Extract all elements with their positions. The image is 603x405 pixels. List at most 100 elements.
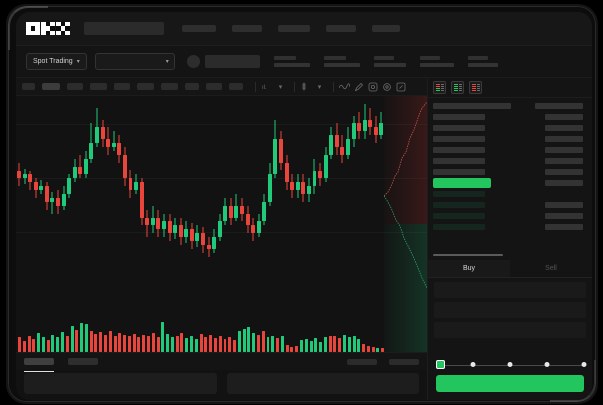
tab-buy[interactable]: Buy [428, 260, 510, 277]
fullscreen-icon[interactable] [395, 81, 406, 92]
candle-body [357, 123, 362, 132]
orderbook-row-ask[interactable] [433, 155, 587, 166]
stat-volume-value [467, 63, 498, 67]
volume-bar [166, 333, 170, 352]
order-entry-fields [428, 278, 592, 346]
orderbook-row-bid[interactable] [433, 188, 587, 199]
candle [290, 96, 295, 292]
current-pair-label [204, 55, 260, 68]
candle [67, 96, 72, 292]
wave-line-icon[interactable] [339, 81, 350, 92]
candle-body [128, 178, 133, 191]
order-amount-field[interactable] [434, 302, 586, 318]
chevron-down-icon[interactable]: ▾ [317, 83, 322, 91]
candlestick-series [16, 96, 427, 292]
candle-body [173, 225, 178, 234]
tf-1mo[interactable] [185, 83, 199, 90]
orderbook-view-both-icon[interactable] [433, 81, 446, 94]
orderbook-row-ask[interactable] [433, 122, 587, 133]
tf-more[interactable] [206, 83, 222, 90]
nav-item-3[interactable] [278, 25, 310, 32]
orderbook-amount [545, 124, 583, 131]
price-chart[interactable] [16, 96, 427, 352]
nav-item-4[interactable] [326, 25, 356, 32]
orderbook-view-asks-icon[interactable] [469, 81, 482, 94]
orderbook-amount [545, 212, 583, 219]
candle-body [301, 182, 306, 194]
orderbook-view-bids-icon[interactable] [451, 81, 464, 94]
trading-mode-selector[interactable]: Spot Trading ▾ [26, 53, 87, 70]
global-search-input[interactable] [84, 22, 164, 35]
slider-stop-25[interactable] [470, 362, 476, 367]
candle-body [44, 186, 49, 202]
volume-bar [56, 337, 60, 352]
candle [28, 96, 33, 292]
tf-15m[interactable] [67, 83, 83, 90]
candle-body [161, 221, 166, 230]
settings-gear-icon[interactable] [381, 81, 392, 92]
orderbook-row-ask[interactable] [433, 133, 587, 144]
volume-bar [276, 338, 280, 352]
tf-1m[interactable] [22, 83, 35, 90]
candle-body [228, 205, 233, 218]
depth-chart-overlay [384, 96, 427, 352]
orderbook-and-order-form: Buy Sell [427, 78, 592, 400]
slider-stop-50[interactable] [507, 362, 513, 367]
tf-1h[interactable] [90, 83, 107, 90]
chevron-down-icon[interactable]: ▾ [278, 83, 283, 91]
pencil-icon[interactable] [353, 81, 364, 92]
chart-type-icon[interactable] [300, 81, 311, 92]
pair-selector-dropdown[interactable]: ▾ [94, 53, 175, 70]
candle-body [334, 135, 339, 147]
candle-body [56, 197, 60, 206]
buy-sell-tabs: Buy Sell [428, 260, 592, 278]
orderbook-row-ask[interactable] [433, 144, 587, 155]
slider-handle[interactable] [436, 360, 445, 369]
tf-1w[interactable] [161, 83, 178, 90]
magnet-icon[interactable] [367, 81, 378, 92]
order-price-field[interactable] [434, 282, 586, 298]
orderbook-price [433, 168, 485, 175]
indicator-icon[interactable]: ıl. [261, 81, 272, 92]
place-buy-order-button[interactable] [436, 375, 584, 392]
orderbook-row-ask[interactable] [433, 111, 587, 122]
orderbook-row-ask[interactable] [433, 166, 587, 177]
orderbook-rows[interactable] [428, 98, 592, 253]
orderbook-row-spread[interactable] [433, 177, 587, 188]
bottom-action-1[interactable] [347, 358, 377, 365]
okx-logo[interactable] [26, 21, 70, 36]
nav-item-1[interactable] [182, 25, 216, 32]
gridline [16, 124, 427, 125]
orderbook-scrollbar[interactable] [433, 254, 503, 256]
slider-stop-75[interactable] [544, 362, 550, 367]
tf-custom[interactable] [229, 83, 243, 90]
tab-open-orders[interactable] [24, 358, 54, 372]
nav-item-2[interactable] [232, 25, 262, 32]
orderbook-amount [545, 201, 583, 208]
orderbook-row-ask[interactable] [433, 100, 587, 111]
bottom-panel-right[interactable] [226, 373, 419, 394]
candle-body [329, 135, 334, 155]
candle [345, 96, 350, 292]
orderbook-row-bid[interactable] [433, 221, 587, 232]
nav-item-5[interactable] [372, 25, 400, 32]
order-total-field[interactable] [434, 322, 586, 338]
candle [295, 96, 300, 292]
candle-body [345, 139, 350, 155]
candle [201, 96, 205, 292]
candle-body [206, 244, 211, 249]
tab-sell[interactable]: Sell [545, 265, 557, 272]
amount-percent-slider[interactable] [436, 360, 587, 370]
orderbook-row-bid[interactable] [433, 210, 587, 221]
volume-bar [242, 328, 246, 352]
volume-bar [65, 335, 69, 352]
orderbook-row-bid[interactable] [433, 199, 587, 210]
tf-4h[interactable] [114, 83, 130, 90]
slider-stop-100[interactable] [581, 362, 587, 367]
bottom-action-2[interactable] [389, 358, 419, 365]
trading-mode-label: Spot Trading [33, 58, 73, 65]
tf-5m[interactable] [42, 83, 60, 90]
bottom-panel-left[interactable] [24, 373, 217, 394]
tab-order-history[interactable] [68, 358, 98, 365]
tf-1d[interactable] [137, 83, 154, 90]
